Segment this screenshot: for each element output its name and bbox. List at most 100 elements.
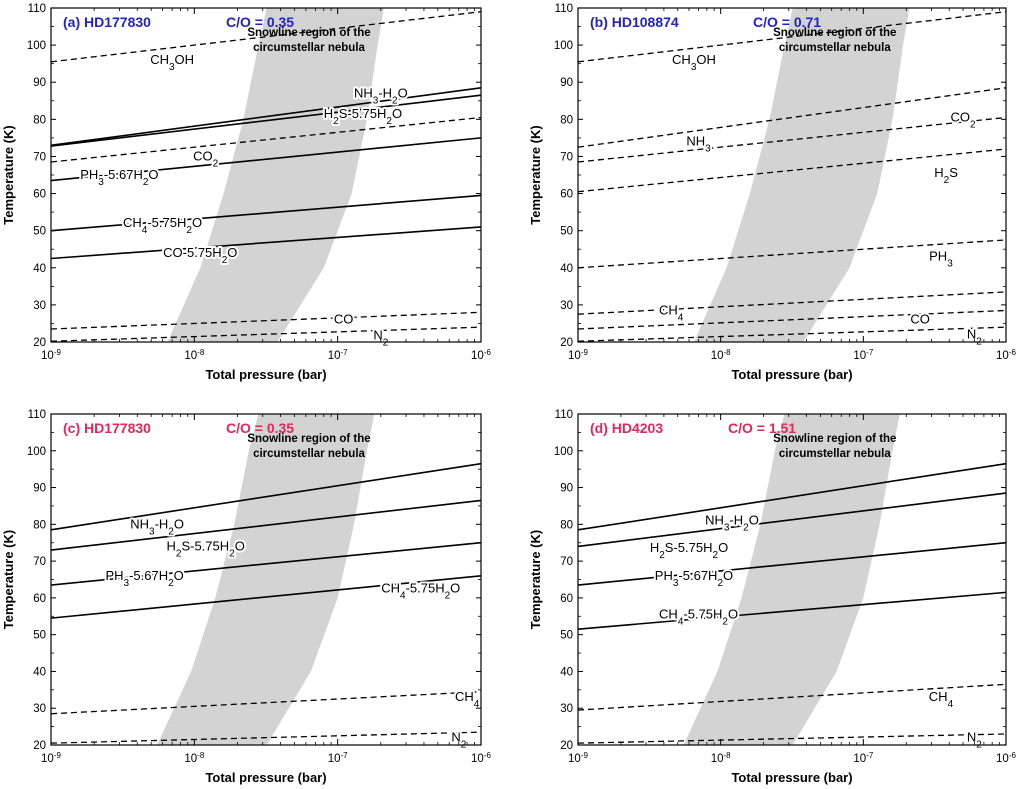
y-tick-label: 20 (560, 337, 573, 349)
panel-title: (c) HD177830 (63, 420, 151, 436)
series-label-PH3: PH3 (929, 249, 953, 270)
y-tick-label: 80 (33, 114, 46, 126)
series-label-CO: CO (910, 312, 930, 327)
x-tick-label: 10-9 (41, 751, 61, 766)
series-line-CO (577, 309, 1007, 330)
series-line-PH3-5.67H2O (50, 137, 482, 182)
x-tick-label: 10-6 (471, 348, 491, 363)
series-label-CH3OH: CH3OH (150, 52, 194, 72)
series-line-NH3-H2O (50, 462, 482, 531)
y-tick-label: 90 (33, 483, 46, 495)
series-label-CH4-5.75H2O: CH4-5.75H2O (381, 581, 460, 602)
series-line-CH4 (577, 291, 1007, 315)
series-line-CH4-5.75H2O (50, 194, 482, 232)
series-label-N2: N2 (967, 730, 982, 751)
series-label-NH3-H2O: NH3-H2O (354, 85, 408, 106)
series-label-CH4: CH4 (659, 302, 684, 323)
series-line-N2 (50, 731, 482, 744)
y-tick-label: 30 (560, 703, 573, 715)
series-line-PH3 (577, 239, 1007, 269)
snowline-band (157, 414, 375, 745)
series-line-N2 (577, 733, 1007, 744)
y-tick-label: 100 (27, 40, 46, 52)
y-tick-label: 100 (554, 446, 573, 458)
series-line-PH3-5.67H2O (50, 541, 482, 586)
series-line-PH3-5.67H2O (577, 541, 1007, 586)
y-tick-label: 50 (33, 226, 46, 238)
y-tick-label: 80 (33, 519, 46, 531)
y-tick-label: 100 (554, 40, 573, 52)
y-tick-label: 30 (33, 300, 46, 312)
snowline-label: circumstellar nebula (779, 42, 891, 54)
y-tick-label: 90 (560, 77, 573, 89)
series-line-CO2 (577, 116, 1007, 163)
x-axis-label: Total pressure (bar) (731, 770, 852, 785)
snowline-band (694, 8, 910, 342)
y-tick-label: 70 (33, 151, 46, 163)
x-tick-label: 10-7 (328, 348, 348, 363)
x-tick-label: 10-9 (568, 751, 588, 766)
y-tick-label: 110 (555, 3, 573, 15)
panel-ratio: C/O = 0.35 (226, 14, 294, 30)
snowline-band (683, 414, 900, 745)
x-tick-label: 10-8 (184, 751, 204, 766)
panel-title: (d) HD4203 (590, 420, 663, 436)
series-line-CO (50, 311, 482, 330)
y-tick-label: 60 (560, 189, 573, 201)
y-tick-label: 40 (560, 263, 573, 275)
x-tick-label: 10-8 (711, 348, 731, 363)
panel-title: (b) HD108874 (590, 14, 679, 30)
x-tick-label: 10-7 (853, 348, 873, 363)
series-line-CH3OH (577, 11, 1007, 63)
series-label-NH3-H2O: NH3-H2O (130, 516, 184, 537)
y-axis-label: Temperature (K) (1, 530, 16, 629)
series-label-H2S: H2S (934, 165, 958, 186)
y-tick-label: 30 (560, 300, 573, 312)
y-tick-label: 60 (560, 593, 573, 605)
series-line-N2 (577, 326, 1007, 342)
series-label-PH3-5.67H2O: PH3-5.67H2O (655, 568, 733, 589)
series-label-CO2: CO2 (193, 148, 219, 169)
series-label-CO2: CO2 (951, 109, 977, 130)
x-tick-label: 10-8 (184, 348, 204, 363)
panel-ratio: C/O = 0.71 (753, 14, 821, 30)
snowline-label: Snowline region of the (247, 433, 370, 445)
y-axis-label: Temperature (K) (528, 530, 543, 629)
x-tick-label: 10-8 (711, 751, 731, 766)
x-tick-label: 10-6 (996, 348, 1016, 363)
x-tick-label: 10-9 (41, 348, 61, 363)
y-tick-label: 80 (560, 114, 573, 126)
y-axis-label: Temperature (K) (528, 125, 543, 224)
series-line-H2S-5.75H2O (50, 94, 482, 147)
series-label-PH3-5.67H2O: PH3-5.67H2O (105, 568, 183, 589)
series-label-H2S-5.75H2O: H2S-5.75H2O (324, 106, 402, 127)
x-axis-label: Total pressure (bar) (205, 367, 326, 382)
y-tick-label: 70 (33, 556, 46, 568)
snowline-label: Snowline region of the (247, 27, 370, 39)
series-line-CO2 (50, 116, 482, 163)
panel-ratio: C/O = 0.35 (226, 420, 294, 436)
y-tick-label: 110 (28, 3, 46, 15)
y-tick-label: 40 (33, 263, 46, 275)
y-tick-label: 30 (33, 703, 46, 715)
series-label-CO-5.75H2O: CO-5.75H2O (163, 245, 237, 266)
y-tick-label: 20 (560, 740, 573, 752)
y-axis-label: Temperature (K) (1, 125, 16, 224)
series-label-CH4-5.75H2O: CH4-5.75H2O (123, 215, 202, 236)
series-label-H2S-5.75H2O: H2S-5.75H2O (167, 538, 245, 559)
series-line-CO-5.75H2O (50, 226, 482, 260)
y-tick-label: 110 (28, 409, 46, 421)
series-line-CH4 (50, 691, 482, 715)
series-label-CH4: CH4 (455, 689, 480, 710)
series-line-CH4-5.75H2O (577, 591, 1007, 630)
x-tick-label: 10-9 (568, 348, 588, 363)
x-tick-label: 10-7 (853, 751, 873, 766)
snowline-label: Snowline region of the (773, 433, 896, 445)
series-label-CH4-5.75H2O: CH4-5.75H2O (659, 606, 738, 627)
x-tick-label: 10-6 (471, 751, 491, 766)
y-tick-label: 40 (560, 666, 573, 678)
x-axis-label: Total pressure (bar) (205, 770, 326, 785)
series-line-H2S (577, 148, 1007, 193)
